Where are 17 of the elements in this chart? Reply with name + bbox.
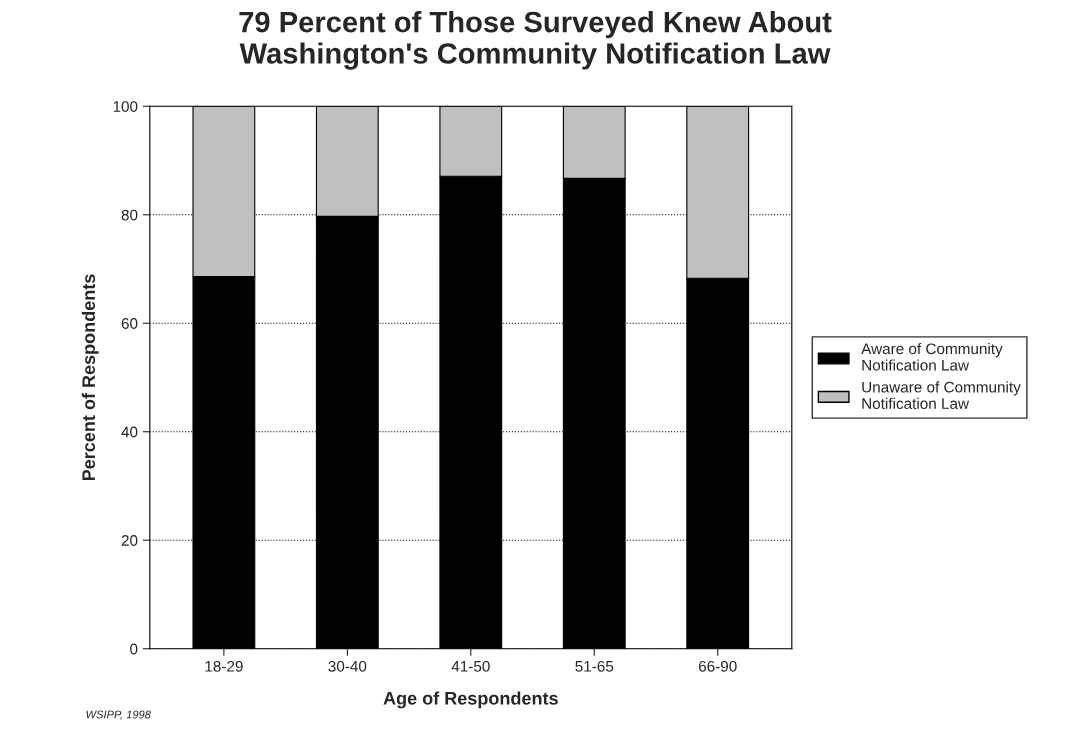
y-tick-label: 20 — [121, 535, 138, 546]
y-tick-label: 40 — [121, 426, 138, 438]
x-tick-label: 66-90 — [698, 660, 737, 672]
x-tick-label: 18-29 — [205, 660, 243, 672]
y-tick-label: 0 — [130, 643, 138, 655]
legend-label: Aware of Community Notification Law — [861, 342, 1003, 371]
y-tick-label: 80 — [121, 209, 138, 221]
x-tick-label: 30-40 — [328, 660, 367, 672]
chart-title: 79 Percent of Those Surveyed Knew About Washington's Community Notification Law — [239, 11, 832, 70]
x-tick-label: 51-65 — [575, 660, 614, 672]
y-tick-label: 60 — [121, 318, 138, 329]
y-tick-label: 100 — [113, 101, 138, 112]
x-axis-title: Age of Respondents — [383, 691, 558, 709]
y-axis-title: Percent of Respondents — [81, 274, 99, 481]
legend-label: Unaware of Community Notification Law — [862, 381, 1021, 409]
text: WSIPP, 1998 — [86, 710, 151, 720]
x-tick-label: 41-50 — [451, 660, 490, 672]
